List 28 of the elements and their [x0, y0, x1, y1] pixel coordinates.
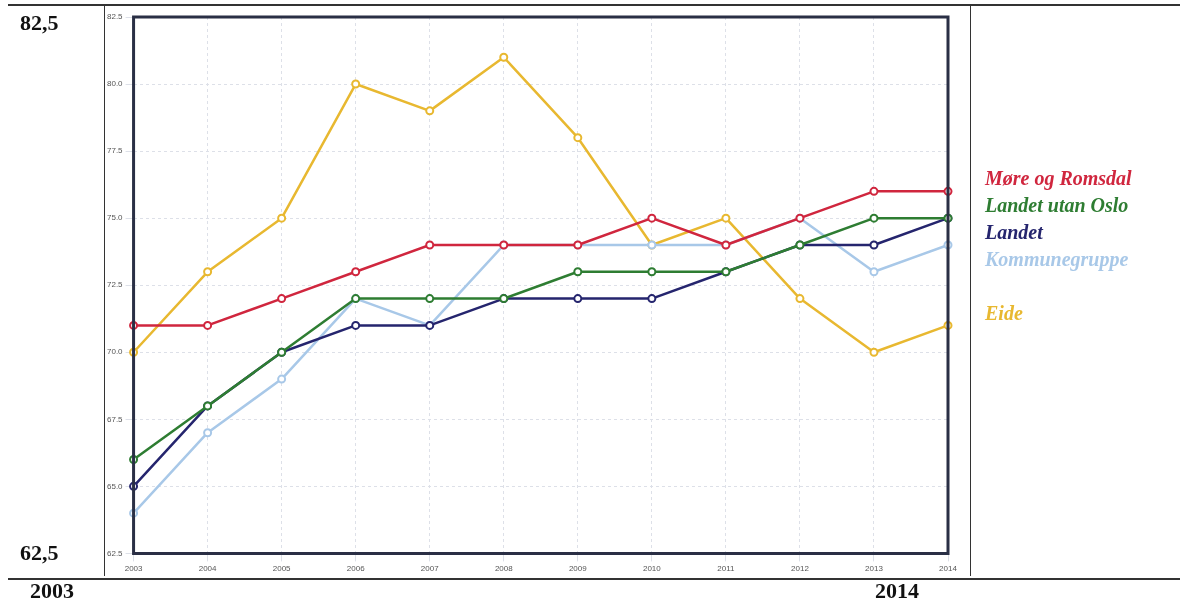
text: 62,5: [20, 540, 59, 566]
text: 82,5: [20, 10, 59, 36]
y-tick-label: 72.5: [106, 280, 124, 290]
series-label: Møre og Romsdal: [985, 166, 1132, 192]
series-label: Landet: [985, 220, 1045, 245]
y-tick-label: 80.0: [106, 79, 124, 89]
x-tick-label: 2007: [420, 564, 440, 574]
series-label: Eide: [985, 301, 1024, 326]
y-tick-label: 65.0: [106, 481, 124, 491]
y-tick-label: 82.5: [106, 12, 124, 22]
y-tick-label: 77.5: [106, 146, 124, 156]
x-tick-label: 2009: [568, 564, 588, 574]
y-tick-label: 70.0: [106, 347, 124, 357]
series-label: Kommunegruppe: [985, 247, 1130, 273]
x-tick-label: 2013: [865, 564, 884, 574]
y-tick-label: 75.0: [106, 213, 124, 223]
y-tick-label: 62.5: [106, 548, 124, 558]
x-tick-label: 2011: [717, 564, 736, 574]
series-label: Landet utan Oslo: [985, 193, 1130, 218]
x-tick-label: 2004: [198, 564, 218, 574]
x-tick-label: 2006: [346, 564, 366, 574]
x-tick-label: 2003: [124, 564, 144, 574]
x-tick-label: 2010: [642, 564, 662, 574]
x-tick-label: 2005: [272, 564, 292, 574]
y-tick-label: 67.5: [106, 414, 124, 424]
x-tick-label: 2008: [494, 564, 514, 574]
x-tick-label: 2014: [939, 564, 958, 574]
x-tick-label: 2012: [791, 564, 810, 574]
